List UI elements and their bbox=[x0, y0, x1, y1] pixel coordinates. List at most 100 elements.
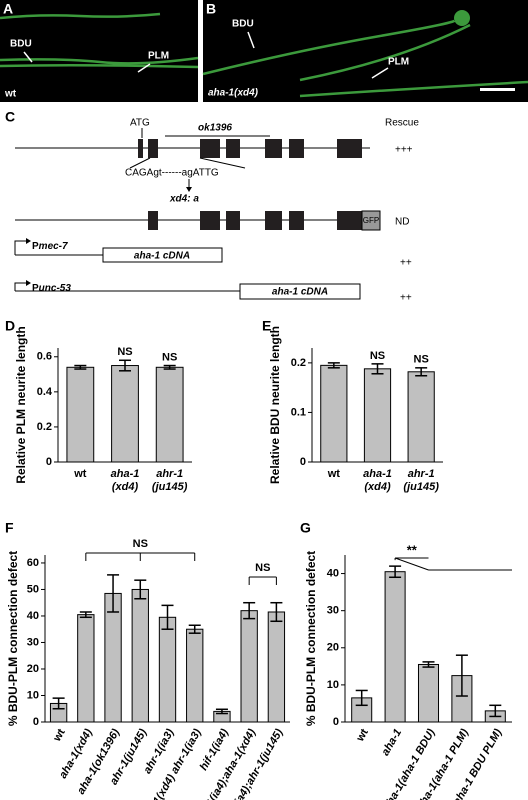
deletion-label: ok1396 bbox=[198, 123, 232, 134]
error-bar bbox=[415, 367, 428, 377]
x-tick-label: (ju145) bbox=[152, 481, 188, 493]
error-bar bbox=[371, 363, 384, 375]
y-tick-label: 0.1 bbox=[291, 406, 306, 418]
panel-label: F bbox=[5, 520, 14, 536]
panel-label: A bbox=[3, 1, 13, 17]
error-bar bbox=[163, 364, 176, 370]
bar bbox=[384, 571, 406, 723]
bar bbox=[363, 368, 392, 463]
annotation: NS bbox=[117, 346, 132, 358]
y-tick-label: 60 bbox=[27, 557, 39, 569]
rescue-value: +++ bbox=[395, 145, 413, 156]
x-tick-label: aha-1 bbox=[379, 727, 404, 758]
error-bar bbox=[243, 601, 256, 620]
error-bar bbox=[215, 708, 228, 715]
y-tick-label: 0.2 bbox=[37, 421, 52, 433]
x-tick-label: wt bbox=[73, 468, 87, 480]
x-tick-label: ahr-1 bbox=[408, 468, 435, 480]
genotype: aha-1(xd4) bbox=[208, 88, 259, 99]
cell-label: BDU bbox=[10, 39, 32, 50]
error-bar bbox=[327, 362, 340, 369]
error-bar bbox=[74, 364, 87, 370]
arrow-head bbox=[26, 238, 31, 244]
promoter-name: mec-7 bbox=[39, 241, 68, 252]
neurite bbox=[0, 12, 199, 69]
x-tick-label: wt bbox=[354, 727, 371, 745]
bar bbox=[77, 614, 95, 723]
error-bar bbox=[455, 654, 468, 697]
arrow bbox=[371, 67, 389, 79]
panel-label: B bbox=[206, 1, 216, 17]
y-tick-label: 0 bbox=[333, 716, 339, 728]
bar bbox=[407, 371, 435, 463]
cdna-label: aha-1 cDNA bbox=[272, 287, 328, 298]
arrow-head bbox=[186, 187, 192, 192]
x-tick-label: (xd4) bbox=[112, 481, 139, 493]
bar bbox=[320, 364, 348, 463]
annotation: NS bbox=[162, 351, 177, 363]
error-bar bbox=[355, 689, 368, 707]
promoter-arrow bbox=[14, 240, 28, 255]
y-tick-label: 0 bbox=[46, 456, 52, 468]
y-tick-label: 50 bbox=[27, 583, 39, 595]
y-tick-label: 20 bbox=[327, 642, 339, 654]
y-tick-label: 40 bbox=[327, 567, 339, 579]
panel-label: G bbox=[300, 520, 311, 536]
scale-bar bbox=[480, 88, 515, 91]
rescue-value: ND bbox=[395, 217, 409, 228]
arrow-head bbox=[26, 280, 31, 286]
bar bbox=[240, 610, 258, 723]
annotation: NS bbox=[255, 562, 270, 574]
y-tick-label: 10 bbox=[327, 679, 339, 691]
x-tick-label: (xd4) bbox=[364, 481, 391, 493]
y-tick-label: 10 bbox=[27, 689, 39, 701]
y-tick-label: 40 bbox=[27, 610, 39, 622]
cell-label: BDU bbox=[232, 19, 254, 30]
y-tick-label: 0.4 bbox=[37, 386, 53, 398]
splice-sequence: CAGAgt------agATTG bbox=[125, 168, 219, 179]
x-tick-label: ahr-1 bbox=[156, 468, 183, 480]
neurite bbox=[202, 18, 528, 98]
genotype: wt bbox=[4, 89, 17, 100]
y-axis-label: % BDU-PLM connection defect bbox=[304, 551, 318, 726]
bar bbox=[186, 628, 204, 723]
exons bbox=[148, 211, 362, 230]
bar bbox=[131, 588, 149, 723]
rescue-header: Rescue bbox=[385, 118, 419, 129]
y-axis-label: Relative PLM neurite length bbox=[14, 326, 28, 483]
x-tick-label: (ju145) bbox=[403, 481, 439, 493]
error-bar bbox=[161, 604, 174, 630]
cdna-label: aha-1 cDNA bbox=[134, 251, 190, 262]
cell-body bbox=[454, 10, 470, 26]
x-tick-label: wt bbox=[51, 727, 68, 745]
annotation: NS bbox=[133, 538, 148, 550]
y-tick-label: 0 bbox=[300, 456, 306, 468]
gfp-box bbox=[361, 210, 381, 231]
cell-label: PLM bbox=[388, 57, 409, 68]
cell-label: PLM bbox=[148, 51, 169, 62]
annotation: NS bbox=[414, 354, 429, 366]
panel-b: B BDU PLM aha-1(xd4) bbox=[202, 0, 528, 102]
error-bar bbox=[52, 697, 65, 710]
error-bar bbox=[188, 624, 201, 634]
error-bar bbox=[119, 359, 131, 372]
error-bar bbox=[422, 661, 435, 668]
bar bbox=[66, 366, 95, 463]
y-tick-label: 0.2 bbox=[291, 357, 306, 369]
error-bar bbox=[79, 611, 92, 619]
error-bar bbox=[107, 574, 120, 613]
panel-label: C bbox=[5, 109, 15, 125]
panel-label: E bbox=[262, 318, 271, 334]
error-bar bbox=[270, 601, 283, 623]
panel-c: C ATG ok1396 Rescue +++ CAGAgt------agAT… bbox=[5, 109, 419, 304]
bar bbox=[417, 663, 440, 723]
x-tick-label: aha-1 bbox=[111, 468, 140, 480]
exons bbox=[138, 139, 362, 158]
bar bbox=[158, 616, 177, 723]
x-tick-label: wt bbox=[327, 468, 341, 480]
y-tick-label: 30 bbox=[27, 636, 39, 648]
error-bar bbox=[389, 565, 402, 579]
panel-a: A BDU PLM wt bbox=[0, 0, 199, 102]
y-tick-label: 0 bbox=[33, 716, 39, 728]
promoter-p: P bbox=[32, 283, 39, 294]
